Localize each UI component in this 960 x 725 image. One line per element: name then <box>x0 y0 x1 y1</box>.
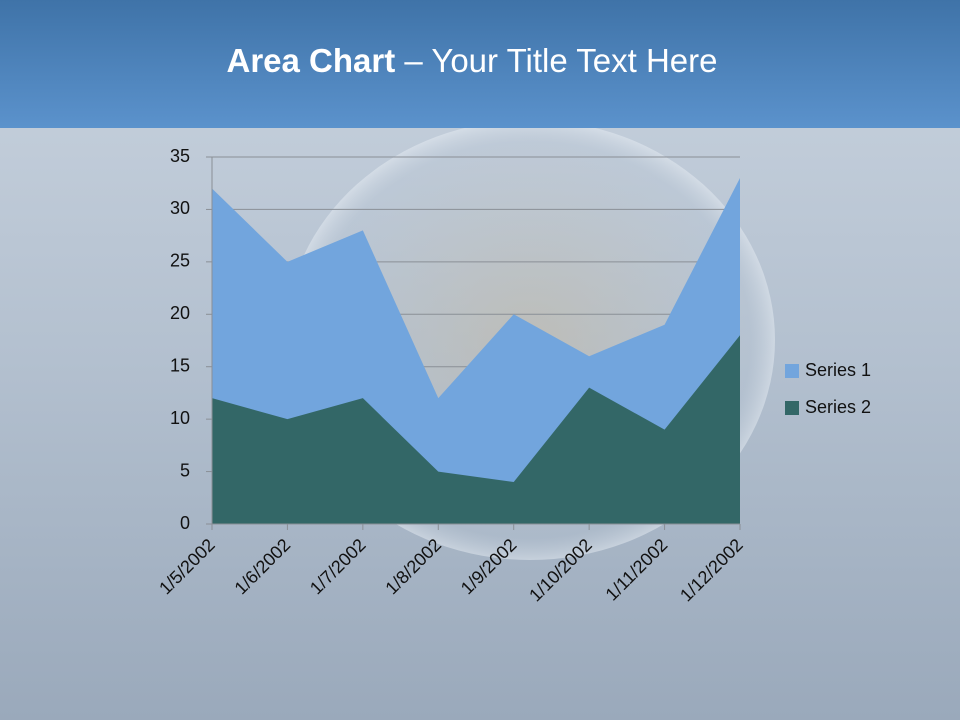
legend-swatch <box>785 401 799 415</box>
y-tick-label: 15 <box>170 355 190 375</box>
y-tick-label: 30 <box>170 198 190 218</box>
area <box>212 335 740 524</box>
slide-title: Area Chart – Your Title Text Here <box>227 42 718 79</box>
legend-label: Series 2 <box>805 397 871 417</box>
y-tick-label: 5 <box>180 460 190 480</box>
legend-label: Series 1 <box>805 360 871 380</box>
title-band <box>0 0 960 128</box>
title-bold: Area Chart <box>227 42 396 79</box>
y-tick-label: 35 <box>170 146 190 166</box>
legend-swatch <box>785 364 799 378</box>
title-rest: – Your Title Text Here <box>404 42 717 79</box>
y-tick-label: 10 <box>170 408 190 428</box>
y-tick-label: 0 <box>180 513 190 533</box>
y-tick-label: 25 <box>170 251 190 271</box>
y-tick-label: 20 <box>170 303 190 323</box>
